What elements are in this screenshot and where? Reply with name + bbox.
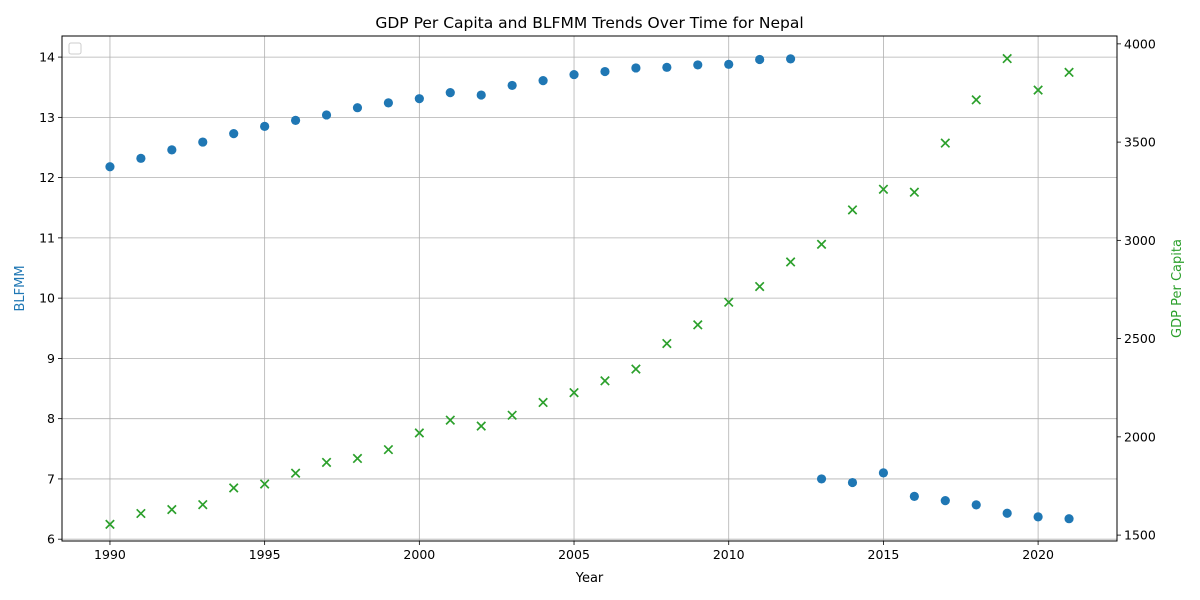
gdp-point xyxy=(290,468,301,479)
blfmm-point xyxy=(693,60,703,70)
blfmm-point xyxy=(1002,508,1012,518)
left-y-tick-label: 11 xyxy=(39,230,55,245)
gdp-point xyxy=(228,483,239,493)
blfmm-point xyxy=(290,115,301,125)
blfmm-point xyxy=(105,162,115,172)
gdp-point xyxy=(1064,67,1074,78)
blfmm-point xyxy=(167,145,177,155)
blfmm-point xyxy=(631,63,641,73)
plot-frame xyxy=(61,35,1118,542)
blfmm-point xyxy=(414,94,424,104)
blfmm-point xyxy=(476,90,486,100)
blfmm-point xyxy=(1033,512,1043,522)
gdp-point xyxy=(847,205,858,215)
blfmm-point xyxy=(321,110,332,120)
blfmm-point xyxy=(136,153,146,163)
x-tick-label: 2000 xyxy=(403,547,435,562)
left-y-tick-label: 8 xyxy=(47,411,55,426)
blfmm-point xyxy=(507,80,517,91)
left-y-tick-label: 6 xyxy=(47,532,55,547)
blfmm-point xyxy=(383,98,394,108)
x-tick-label: 2020 xyxy=(1022,547,1054,562)
blfmm-point xyxy=(260,121,270,131)
gdp-point xyxy=(816,239,827,250)
right-y-tick-label: 2000 xyxy=(1124,429,1156,444)
gdp-point xyxy=(383,444,394,455)
gdp-point xyxy=(692,320,703,330)
blfmm-point xyxy=(847,477,858,488)
gdp-point xyxy=(631,364,641,374)
gdp-point xyxy=(971,95,982,105)
gdp-point xyxy=(538,397,548,408)
x-tick-label: 2010 xyxy=(713,547,745,562)
gdp-point xyxy=(600,376,610,386)
gdp-point xyxy=(105,519,115,530)
x-tick-label: 2005 xyxy=(558,547,590,562)
right-y-tick-label: 1500 xyxy=(1124,528,1156,543)
blfmm-point xyxy=(569,69,579,80)
left-y-tick-label: 14 xyxy=(39,50,55,65)
blfmm-point xyxy=(662,62,672,72)
right-y-tick-label: 3000 xyxy=(1124,233,1156,248)
gdp-point xyxy=(1033,85,1043,95)
axis-ticks: 1990 1995 2000 2005 2010 2015 2020 6 7 8 9 10 11 12 13… xyxy=(39,36,1156,562)
blfmm-point xyxy=(352,103,363,113)
blfmm-point xyxy=(538,75,548,86)
x-tick-label: 1995 xyxy=(249,547,281,562)
gdp-point xyxy=(167,504,177,515)
chart-title: GDP Per Capita and BLFMM Trends Over Tim… xyxy=(375,14,803,32)
gdp-point xyxy=(321,457,332,468)
blfmm-point xyxy=(878,468,889,478)
left-y-tick-label: 7 xyxy=(47,471,55,486)
gdp-point xyxy=(723,297,734,308)
blfmm-point xyxy=(445,88,455,98)
right-y-axis-title: GDP Per Capita xyxy=(1170,239,1185,338)
gdp-point xyxy=(259,479,270,489)
plot-marks xyxy=(105,53,1074,530)
gdp-point xyxy=(940,138,951,148)
left-y-tick-label: 10 xyxy=(39,291,55,306)
legend-box xyxy=(68,42,82,55)
blfmm-point xyxy=(198,137,208,147)
blfmm-point xyxy=(909,491,919,502)
gdp-point xyxy=(662,338,672,349)
gdp-point xyxy=(352,453,363,464)
left-y-tick-label: 13 xyxy=(39,110,55,125)
x-tick-label: 1990 xyxy=(94,547,126,562)
gdp-point xyxy=(754,281,765,292)
gdp-point xyxy=(197,499,208,510)
right-y-tick-label: 2500 xyxy=(1124,331,1156,346)
gdp-point xyxy=(414,428,425,438)
gdp-point xyxy=(785,257,796,267)
blfmm-point xyxy=(1064,514,1074,524)
x-tick-label: 2015 xyxy=(868,547,900,562)
right-y-tick-label: 4000 xyxy=(1124,36,1156,51)
blfmm-point xyxy=(724,59,734,69)
blfmm-point xyxy=(816,474,827,484)
gdp-point xyxy=(1002,53,1012,64)
gdp-point xyxy=(476,421,487,431)
gdp-point xyxy=(136,508,146,519)
blfmm-point xyxy=(229,129,239,139)
left-y-axis-title: BLFMM xyxy=(13,265,28,311)
gdp-point xyxy=(909,187,920,198)
right-y-tick-label: 3500 xyxy=(1124,135,1156,150)
gdp-point xyxy=(445,415,456,425)
blfmm-point xyxy=(940,496,950,506)
gdp-point xyxy=(507,410,517,421)
blfmm-point xyxy=(785,54,796,64)
grid xyxy=(62,36,1117,541)
left-y-tick-label: 9 xyxy=(47,351,55,366)
left-y-tick-label: 12 xyxy=(39,170,55,185)
blfmm-point xyxy=(755,54,765,65)
blfmm-point xyxy=(971,500,981,510)
x-axis-title: Year xyxy=(575,571,604,586)
blfmm-point xyxy=(600,66,610,77)
gdp-point xyxy=(569,387,579,398)
gdp-point xyxy=(878,184,889,195)
